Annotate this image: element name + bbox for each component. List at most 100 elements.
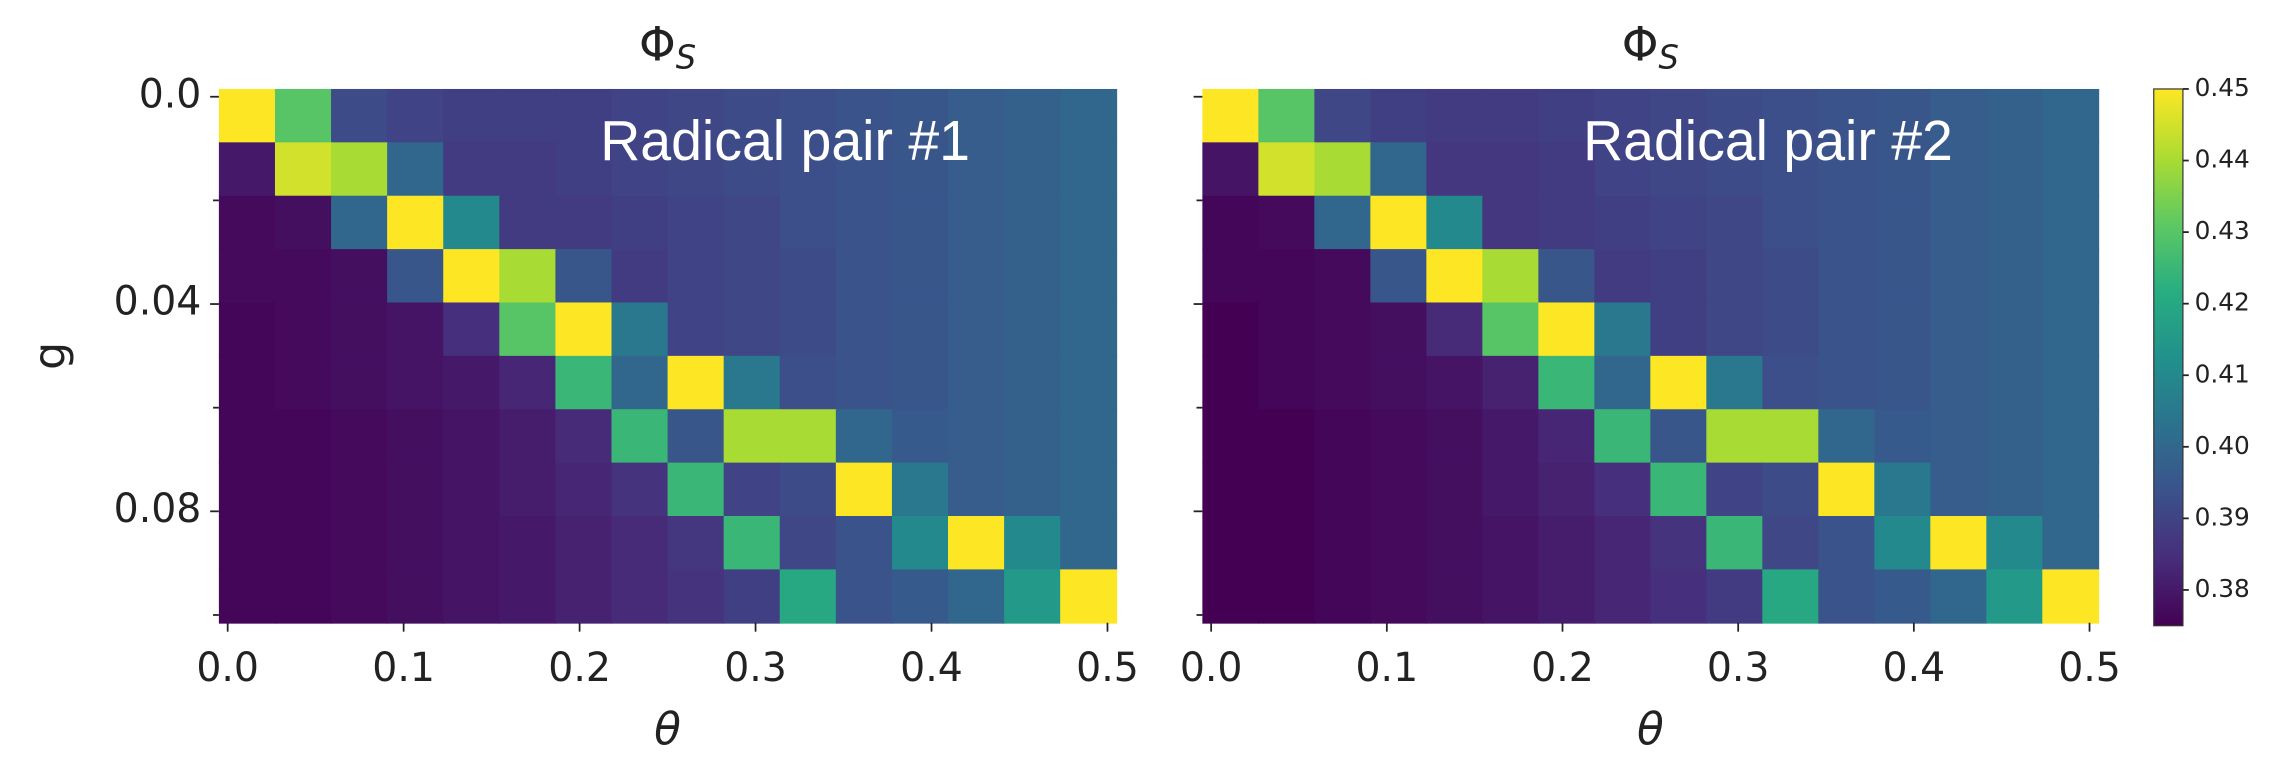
heatmap-cell [667, 88, 725, 144]
heatmap-cell [1930, 516, 1988, 571]
heatmap-cell [274, 516, 332, 571]
heatmap-cell [555, 569, 613, 624]
heatmap-cell [1986, 409, 2044, 464]
heatmap-cell [499, 88, 557, 144]
x-tick-label: 0.1 [1356, 645, 1419, 691]
colorbar-tick-label: 0.43 [2195, 216, 2250, 245]
heatmap-cell [835, 88, 893, 144]
heatmap-cell [1594, 302, 1652, 357]
y-tick-label: 0.08 [114, 486, 202, 532]
heatmap-cell [611, 569, 669, 624]
heatmap-cell [1538, 409, 1596, 464]
heatmap-cell [1930, 409, 1988, 464]
heatmap-cell [1650, 355, 1708, 411]
heatmap-cell [1482, 355, 1540, 411]
heatmap-cell [1594, 462, 1652, 517]
heatmap-cell [1930, 195, 1988, 250]
heatmap-cell [218, 88, 276, 144]
heatmap-cell [1986, 569, 2044, 624]
title-main: Φ [1622, 17, 1659, 72]
heatmap-cell [1538, 195, 1596, 250]
heatmap-cell [1060, 88, 1118, 144]
heatmap-cell [331, 569, 389, 624]
heatmap-cell [948, 409, 1005, 464]
heatmap-cell [611, 409, 669, 464]
heatmap-cell [779, 302, 837, 357]
heatmap-cell [1482, 88, 1540, 144]
heatmap-cell [2042, 88, 2100, 144]
heatmap-cell [1370, 355, 1428, 411]
heatmap-cell [835, 409, 893, 464]
heatmap-cell [1426, 142, 1484, 197]
heatmap-cell [1004, 409, 1062, 464]
heatmap-cell [1762, 409, 1820, 464]
heatmap-cell [667, 569, 725, 624]
y-tick-label: 0.0 [139, 71, 202, 117]
heatmap-cell [1060, 462, 1118, 517]
heatmap-cell [1314, 569, 1372, 624]
heatmap-cell [1004, 355, 1062, 411]
heatmap-cell [555, 195, 613, 250]
heatmap-cell [723, 249, 781, 304]
heatmap-cell [1986, 462, 2044, 517]
heatmap-cell [1004, 516, 1062, 571]
heatmap-cell [2042, 142, 2100, 197]
colorbar-tick-label: 0.40 [2195, 431, 2250, 460]
heatmap-cell [1202, 516, 1260, 571]
heatmap-cell [331, 195, 389, 250]
heatmap-cell [1314, 516, 1372, 571]
heatmap-cell [387, 88, 445, 144]
heatmap-cell [1258, 516, 1316, 571]
heatmap-cell [611, 88, 669, 144]
heatmap-cell [835, 195, 893, 250]
heatmap-cell [1930, 302, 1988, 357]
heatmap-cell [891, 142, 949, 197]
title-main: Φ [639, 17, 676, 72]
heatmap-cell [443, 409, 501, 464]
heatmap-cell [1482, 142, 1540, 197]
heatmap-cell [1314, 462, 1372, 517]
heatmap-cell [218, 516, 276, 571]
heatmap-cell [1762, 569, 1820, 624]
heatmap-cell [1370, 142, 1428, 197]
colorbar-tick-label: 0.39 [2195, 502, 2250, 531]
heatmap-cell [1706, 195, 1764, 250]
heatmap-cell [723, 355, 781, 411]
heatmap-cell [499, 195, 557, 250]
heatmap-cell [1986, 355, 2044, 411]
heatmap-cell [1426, 195, 1484, 250]
heatmap-cell [667, 516, 725, 571]
heatmap-cell [779, 195, 837, 250]
heatmap-cell [723, 569, 781, 624]
heatmap-cell [1818, 195, 1876, 250]
heatmap-cell [1258, 142, 1316, 197]
heatmap-cell [274, 195, 332, 250]
heatmap-cell [611, 516, 669, 571]
heatmap-cell [218, 142, 276, 197]
heatmap-cell [667, 409, 725, 464]
heatmap-cell [1538, 516, 1596, 571]
heatmap-cell [1370, 409, 1428, 464]
heatmap-cell [2042, 409, 2100, 464]
heatmap-cell [835, 516, 893, 571]
heatmap-cell [387, 462, 445, 517]
x-tick-label: 0.2 [1531, 645, 1594, 691]
heatmap-cell [1538, 88, 1596, 144]
heatmap-cell [1202, 88, 1260, 144]
heatmap-cell [1650, 302, 1708, 357]
heatmap-cell [667, 462, 725, 517]
heatmap-cell [1818, 409, 1876, 464]
heatmap-cell [1482, 409, 1540, 464]
heatmap-cell [1258, 302, 1316, 357]
heatmap-cell [1370, 462, 1428, 517]
heatmap-cell [1258, 409, 1316, 464]
heatmap-cell [723, 462, 781, 517]
heatmap-cell [1986, 249, 2044, 304]
heatmap-cell [218, 462, 276, 517]
heatmap-cell [1482, 249, 1540, 304]
heatmap-cell [1314, 409, 1372, 464]
heatmap-cell [891, 569, 949, 624]
heatmap-cell [1930, 462, 1988, 517]
heatmap-cell [443, 569, 501, 624]
heatmap-cell [1930, 569, 1988, 624]
